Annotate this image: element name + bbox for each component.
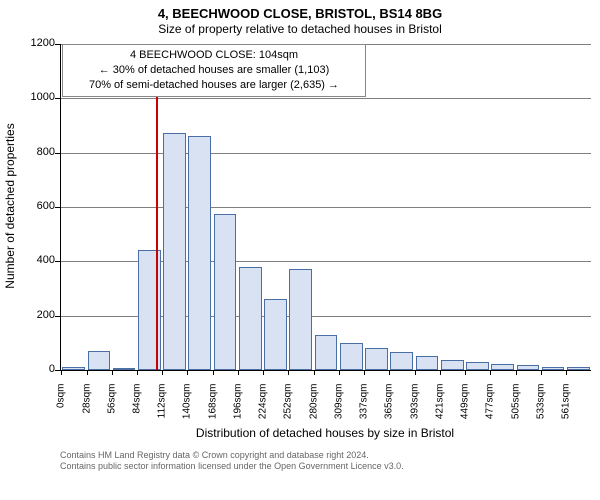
x-tick-mark	[490, 370, 491, 375]
x-tick-label: 224sqm	[258, 384, 269, 434]
histogram-bar	[264, 299, 287, 370]
footer-line-1: Contains HM Land Registry data © Crown c…	[60, 450, 404, 461]
y-tick-label: 200	[25, 309, 55, 321]
x-tick-mark	[288, 370, 289, 375]
x-tick-label: 196sqm	[232, 384, 243, 434]
annotation-line-1: 4 BEECHWOOD CLOSE: 104sqm	[69, 48, 359, 63]
y-tick-label: 800	[25, 146, 55, 158]
x-tick-mark	[566, 370, 567, 375]
histogram-bar	[466, 362, 489, 370]
x-tick-label: 56sqm	[106, 384, 117, 434]
x-tick-label: 393sqm	[409, 384, 420, 434]
histogram-bar	[491, 364, 514, 370]
x-tick-label: 421sqm	[434, 384, 445, 434]
x-tick-mark	[541, 370, 542, 375]
histogram-bar	[517, 365, 540, 370]
x-tick-label: 561sqm	[561, 384, 572, 434]
histogram-bar	[214, 214, 237, 370]
histogram-bar	[542, 367, 565, 370]
x-tick-mark	[187, 370, 188, 375]
histogram-bar	[390, 352, 413, 370]
x-tick-mark	[87, 370, 88, 375]
annotation-line-2: ← 30% of detached houses are smaller (1,…	[69, 63, 359, 78]
y-tick-mark	[55, 207, 60, 208]
histogram-bar	[62, 367, 85, 370]
y-tick-mark	[55, 44, 60, 45]
chart-container: 4, BEECHWOOD CLOSE, BRISTOL, BS14 8BG Si…	[0, 0, 600, 500]
y-tick-mark	[55, 98, 60, 99]
y-tick-label: 400	[25, 254, 55, 266]
x-tick-label: 337sqm	[359, 384, 370, 434]
x-tick-mark	[314, 370, 315, 375]
chart-title-main: 4, BEECHWOOD CLOSE, BRISTOL, BS14 8BG	[0, 0, 600, 21]
x-tick-label: 449sqm	[460, 384, 471, 434]
x-tick-mark	[516, 370, 517, 375]
x-tick-label: 0sqm	[56, 384, 67, 434]
y-tick-label: 1000	[25, 91, 55, 103]
x-tick-mark	[415, 370, 416, 375]
x-tick-label: 477sqm	[485, 384, 496, 434]
y-tick-label: 1200	[25, 37, 55, 49]
histogram-bar	[416, 356, 439, 370]
x-tick-label: 168sqm	[207, 384, 218, 434]
x-tick-label: 365sqm	[384, 384, 395, 434]
footer-attribution: Contains HM Land Registry data © Crown c…	[60, 450, 404, 472]
y-tick-mark	[55, 261, 60, 262]
y-tick-mark	[55, 153, 60, 154]
histogram-bar	[88, 351, 111, 370]
histogram-bar	[163, 133, 186, 370]
x-tick-label: 112sqm	[157, 384, 168, 434]
gridline	[61, 98, 591, 99]
x-tick-mark	[162, 370, 163, 375]
x-tick-mark	[364, 370, 365, 375]
histogram-bar	[239, 267, 262, 370]
histogram-bar	[567, 367, 590, 370]
y-tick-mark	[55, 316, 60, 317]
x-tick-label: 280sqm	[308, 384, 319, 434]
histogram-bar	[365, 348, 388, 370]
x-tick-mark	[263, 370, 264, 375]
x-tick-label: 28sqm	[81, 384, 92, 434]
y-tick-label: 600	[25, 200, 55, 212]
histogram-bar	[113, 368, 136, 370]
x-tick-label: 505sqm	[510, 384, 521, 434]
histogram-bar	[289, 269, 312, 370]
footer-line-2: Contains public sector information licen…	[60, 461, 404, 472]
x-tick-mark	[112, 370, 113, 375]
x-tick-mark	[440, 370, 441, 375]
x-tick-mark	[389, 370, 390, 375]
chart-title-sub: Size of property relative to detached ho…	[0, 22, 600, 36]
x-tick-label: 140sqm	[182, 384, 193, 434]
x-tick-mark	[465, 370, 466, 375]
histogram-bar	[188, 136, 211, 370]
y-tick-mark	[55, 370, 60, 371]
y-axis-label: Number of detached properties	[3, 106, 17, 306]
x-tick-label: 309sqm	[333, 384, 344, 434]
x-tick-mark	[213, 370, 214, 375]
x-tick-mark	[137, 370, 138, 375]
x-tick-label: 84sqm	[131, 384, 142, 434]
histogram-bar	[315, 335, 338, 370]
gridline	[61, 153, 591, 154]
x-tick-mark	[61, 370, 62, 375]
annotation-line-3: 70% of semi-detached houses are larger (…	[69, 78, 359, 93]
x-tick-mark	[238, 370, 239, 375]
y-tick-label: 0	[25, 363, 55, 375]
gridline	[61, 207, 591, 208]
x-tick-label: 252sqm	[283, 384, 294, 434]
x-tick-label: 533sqm	[535, 384, 546, 434]
annotation-box: 4 BEECHWOOD CLOSE: 104sqm ← 30% of detac…	[62, 44, 366, 97]
histogram-bar	[441, 360, 464, 370]
histogram-bar	[340, 343, 363, 370]
x-tick-mark	[339, 370, 340, 375]
